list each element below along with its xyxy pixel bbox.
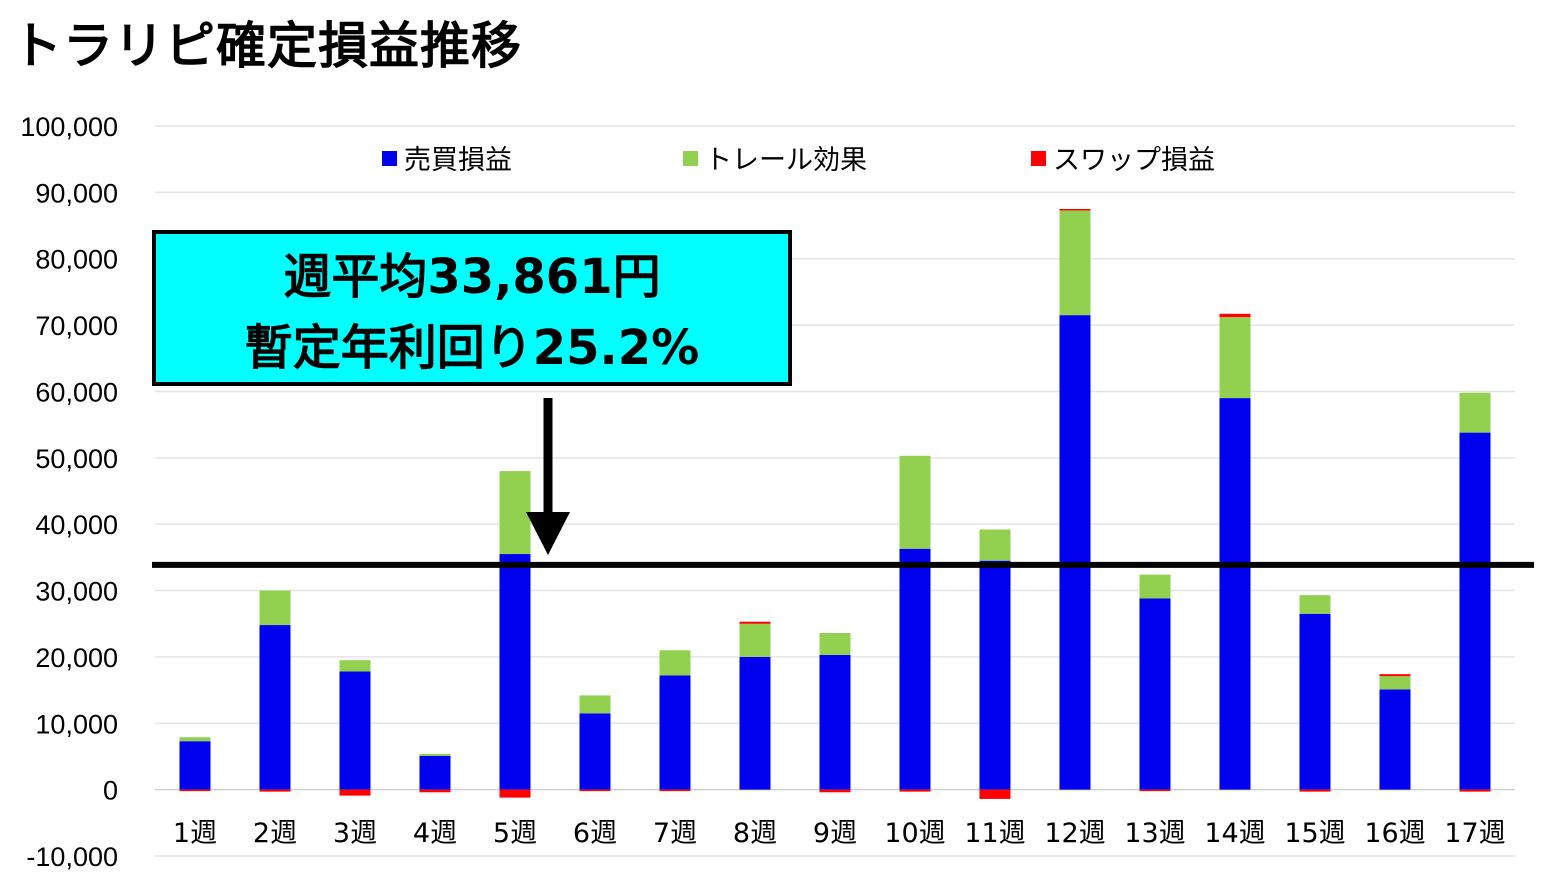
bar-segment [1299, 595, 1331, 614]
bar-segment [259, 789, 291, 792]
bar-segment [419, 753, 451, 756]
legend-swatch [683, 151, 698, 166]
x-tick-label: 13週 [1124, 818, 1185, 849]
x-tick-label: 5週 [493, 818, 537, 849]
bar-segment [659, 675, 691, 790]
y-tick-label: 100,000 [20, 112, 118, 142]
bar-segment [659, 650, 691, 676]
callout-yield-text: 暫定年利回り25.2% [245, 320, 700, 376]
bar-segment [819, 633, 851, 655]
bar-segment [339, 671, 371, 790]
bar-segment [1219, 317, 1251, 399]
x-tick-label: 12週 [1044, 818, 1105, 849]
y-axis-ticks: -10,000 0 10,000 20,000 30,000 40,000 50,000 60… [20, 112, 118, 872]
bar-segment [1139, 574, 1171, 599]
bar-segment [739, 621, 771, 624]
legend-swatch [1031, 151, 1046, 166]
x-tick-label: 8週 [733, 818, 777, 849]
bar-segment [979, 529, 1011, 561]
x-tick-label: 6週 [573, 818, 617, 849]
x-tick-label: 3週 [333, 818, 377, 849]
bar-segment [1059, 315, 1091, 790]
bar-segment [1379, 689, 1411, 790]
bar-segment [419, 789, 451, 793]
bar-segment [179, 741, 211, 790]
legend-label: トレール効果 [705, 145, 867, 176]
y-tick-label: 50,000 [35, 444, 118, 474]
bar-segment [1299, 613, 1331, 790]
bar-segment [1219, 313, 1251, 318]
bar-segment [899, 789, 931, 792]
legend: 売買損益 トレール効果 スワップ損益 [382, 145, 1215, 176]
callout-arrow [526, 398, 570, 555]
bar-segment [179, 789, 211, 792]
bar-segment [819, 654, 851, 790]
x-tick-label: 4週 [413, 818, 457, 849]
x-tick-label: 14週 [1204, 818, 1265, 849]
average-callout: 週平均33,861円 暫定年利回り25.2% [152, 230, 792, 386]
x-tick-label: 17週 [1444, 818, 1505, 849]
bar-segment [1459, 392, 1491, 433]
callout-box [152, 230, 792, 386]
bar-segment [1299, 789, 1331, 792]
bar-segment [739, 623, 771, 657]
bar-segment [259, 625, 291, 790]
bar-segment [819, 789, 851, 793]
bar-segment [659, 789, 691, 792]
bar-segment [1379, 676, 1411, 690]
y-tick-label: 20,000 [35, 643, 118, 673]
bar-segment [1139, 789, 1171, 792]
bar-segment [1139, 598, 1171, 790]
bar-segment [1459, 789, 1491, 792]
y-tick-label: 60,000 [35, 377, 118, 407]
bar-segment [579, 713, 611, 790]
bar-segment [339, 660, 371, 672]
x-tick-label: 2週 [253, 818, 297, 849]
bar-segment [499, 554, 531, 790]
bar-segment [579, 695, 611, 714]
bars [179, 208, 1491, 799]
x-tick-label: 10週 [884, 818, 945, 849]
x-tick-label: 9週 [813, 818, 857, 849]
x-tick-label: 16週 [1364, 818, 1425, 849]
bar-segment [499, 789, 531, 798]
bar-segment [979, 560, 1011, 790]
bar-segment [899, 455, 931, 549]
y-tick-label: 10,000 [35, 709, 118, 739]
bar-segment [1459, 432, 1491, 790]
legend-swatch [382, 151, 397, 166]
x-axis-ticks: 1週 2週 3週 4週 5週 6週 7週 8週 9週 10週 11週 12週 13週 14週 15週 16週 1… [173, 818, 1506, 849]
legend-label: 売買損益 [404, 145, 512, 176]
bar-segment [979, 789, 1011, 799]
x-tick-label: 7週 [653, 818, 697, 849]
y-tick-label: 80,000 [35, 245, 118, 275]
y-tick-label: 0 [103, 776, 118, 806]
bar-segment [259, 590, 291, 626]
callout-average-text: 週平均33,861円 [283, 249, 660, 305]
bar-segment [419, 755, 451, 790]
legend-label: スワップ損益 [1053, 145, 1215, 176]
y-tick-label: 90,000 [35, 178, 118, 208]
chart-title: トラリピ確定損益推移 [12, 17, 522, 75]
bar-segment [499, 471, 531, 555]
bar-segment [1059, 208, 1091, 211]
bar-segment [739, 656, 771, 790]
bar-segment [179, 737, 211, 742]
bar-segment [899, 548, 931, 790]
bar-segment [1059, 210, 1091, 316]
y-tick-label: -10,000 [26, 842, 118, 872]
y-tick-label: 70,000 [35, 311, 118, 341]
bar-segment [579, 789, 611, 792]
bar-segment [1219, 398, 1251, 790]
arrow-head [526, 512, 570, 555]
y-tick-label: 40,000 [35, 510, 118, 540]
y-tick-label: 30,000 [35, 577, 118, 607]
bar-segment [339, 789, 371, 796]
x-tick-label: 11週 [964, 818, 1025, 849]
x-tick-label: 1週 [173, 818, 217, 849]
bar-segment [1379, 674, 1411, 677]
x-tick-label: 15週 [1284, 818, 1345, 849]
